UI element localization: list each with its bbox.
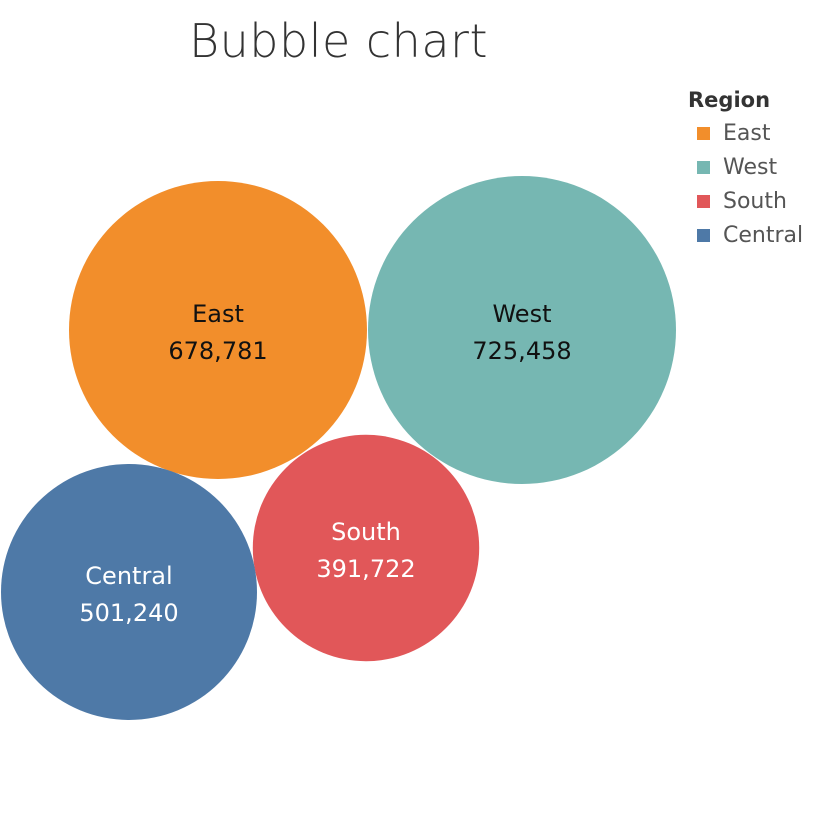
bubble-category-label-south: South [331,518,401,546]
bubble-category-label-east: East [192,300,244,328]
legend-item-west[interactable]: West [688,150,823,184]
bubble-circle-central[interactable] [1,464,257,720]
legend-label-central: Central [723,222,804,248]
legend-label-south: South [723,188,787,214]
legend-swatch-central [697,228,710,242]
bubble-south[interactable]: South 391,722 [252,434,480,662]
legend: Region East West South Central [688,88,823,252]
bubble-central[interactable]: Central 501,240 [1,464,257,720]
bubble-value-label-south: 391,722 [316,555,415,583]
bubble-value-label-west: 725,458 [472,337,571,365]
bubble-west[interactable]: West 725,458 [368,176,676,484]
bubble-circle-west[interactable] [368,176,676,484]
legend-label-west: West [723,154,778,180]
legend-swatch-south [697,194,710,208]
legend-title: Region [688,88,771,112]
bubble-circle-east[interactable] [69,181,367,479]
bubble-circle-south[interactable] [252,434,480,662]
legend-item-central[interactable]: Central [688,218,823,252]
legend-label-east: East [723,120,771,146]
legend-swatch-east [697,126,710,140]
legend-item-south[interactable]: South [688,184,823,218]
bubble-east[interactable]: East 678,781 [69,181,367,479]
legend-item-east[interactable]: East [688,116,823,150]
bubble-value-label-central: 501,240 [79,599,178,627]
bubble-category-label-west: West [492,300,551,328]
bubble-category-label-central: Central [85,562,172,590]
chart-title: Bubble chart [189,14,488,68]
legend-swatch-west [697,160,710,174]
bubble-value-label-east: 678,781 [168,337,267,365]
